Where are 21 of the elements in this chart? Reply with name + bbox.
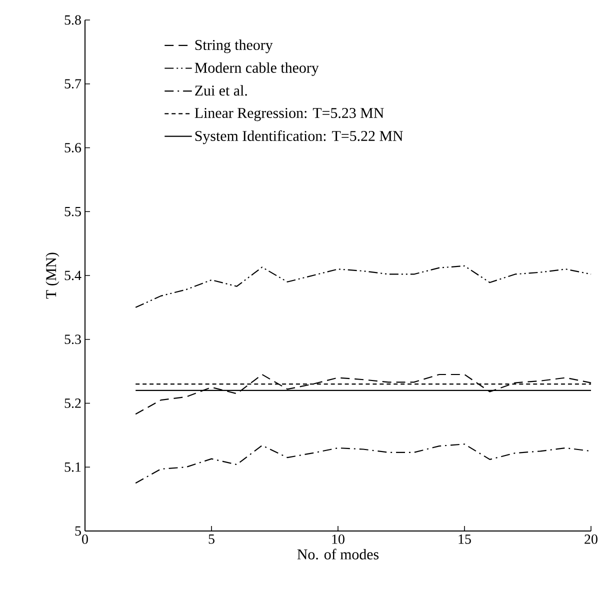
x-tick-label: 5 bbox=[208, 534, 214, 544]
y-tick-label: 5.4 bbox=[64, 270, 82, 280]
legend-label: Zui et al. bbox=[195, 85, 247, 96]
y-tick-label: 5.7 bbox=[64, 79, 82, 89]
legend-label: String theory bbox=[195, 40, 273, 54]
y-tick-label: 5.6 bbox=[64, 143, 82, 152]
x-axis-title: No. of modes bbox=[297, 548, 379, 560]
x-tick-label: 15 bbox=[458, 534, 471, 544]
x-tick-label: 10 bbox=[332, 534, 344, 544]
legend-label: Linear Regression: T=5.23 MN bbox=[194, 108, 384, 122]
y-tick-label: 5 bbox=[75, 526, 81, 536]
y-tick-label: 5.2 bbox=[64, 398, 81, 408]
legend-label: Modern cable theory bbox=[194, 62, 319, 76]
legend-label: System Identification: T=5.22 MN bbox=[195, 130, 403, 144]
y-tick-label: 5.3 bbox=[64, 334, 81, 344]
y-axis-title: T (MN) bbox=[46, 252, 60, 299]
x-tick-label: 0 bbox=[82, 534, 88, 544]
y-tick-label: 5.8 bbox=[64, 15, 81, 25]
y-tick-label: 5.1 bbox=[64, 462, 81, 472]
y-tick-label: 5.5 bbox=[64, 206, 81, 216]
x-tick-label: 20 bbox=[584, 534, 598, 544]
